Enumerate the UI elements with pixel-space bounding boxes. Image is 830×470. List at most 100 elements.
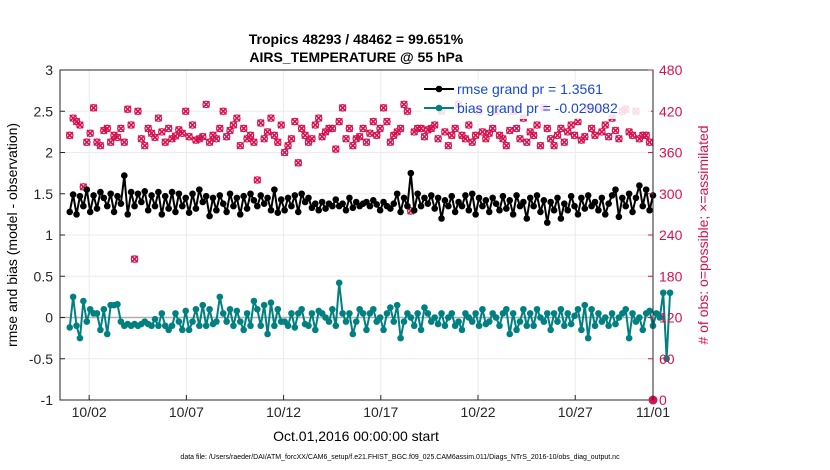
- obs-possible-point: [345, 124, 354, 133]
- obs-assimilated-point: [461, 134, 470, 143]
- rmse-point: [632, 194, 640, 202]
- rmse-point: [615, 213, 623, 221]
- rmse-point: [574, 211, 582, 218]
- obs-assimilated-point: [372, 131, 381, 140]
- right-tick-label: 360: [659, 145, 683, 161]
- obs-possible-point: [615, 134, 623, 143]
- obs-possible-point: [403, 107, 412, 116]
- obs-possible-point: [137, 134, 146, 143]
- obs-assimilated-point: [219, 107, 227, 116]
- obs-possible-point: [536, 141, 545, 150]
- legend-rmse-marker: [435, 85, 443, 93]
- obs-assimilated-point: [444, 141, 453, 150]
- rmse-point: [144, 206, 152, 214]
- bias-point: [206, 305, 213, 313]
- obs-assimilated-point: [297, 124, 306, 133]
- bias-point: [202, 322, 210, 330]
- bias-point: [625, 334, 633, 342]
- obs-possible-point: [628, 131, 637, 140]
- obs-possible-point: [164, 124, 173, 133]
- obs-possible-point: [120, 138, 129, 146]
- bias-point: [472, 310, 479, 317]
- bias-point: [155, 322, 162, 330]
- rmse-point: [499, 192, 507, 200]
- obs-possible-point: [106, 138, 115, 146]
- obs-possible-point: [591, 131, 599, 140]
- rmse-point: [100, 194, 108, 202]
- obs-possible-point: [550, 141, 558, 150]
- bias-point: [400, 318, 408, 325]
- rmse-point: [639, 202, 647, 210]
- bias-point: [308, 310, 316, 317]
- data-file-footer: data file: /Users/raeder/DAI/ATM_forcXX/…: [180, 454, 620, 461]
- rmse-point: [373, 201, 381, 208]
- obs-assimilated-point: [400, 100, 408, 109]
- legend-rmse-label: rmse grand pr = 1.3561: [457, 81, 603, 97]
- rmse-point: [387, 205, 394, 212]
- obs-assimilated-point: [246, 131, 255, 140]
- obs-possible-point: [198, 132, 207, 141]
- bias-point: [226, 305, 234, 313]
- bias-point: [376, 314, 384, 321]
- bias-point: [114, 301, 121, 308]
- x-axis: 10/02 10/07 10/12 10/17 10/22 10/27 11/01: [72, 395, 670, 420]
- bias-point: [424, 310, 432, 317]
- obs-assimilated-point: [574, 117, 582, 126]
- obs-assimilated-point: [359, 124, 367, 133]
- obs-possible-point: [202, 100, 210, 109]
- bias-point: [243, 310, 251, 317]
- bias-point: [233, 307, 241, 315]
- bias-point: [410, 322, 418, 330]
- bias-point: [475, 322, 483, 330]
- obs-assimilated-point: [181, 107, 190, 116]
- rmse-point: [219, 200, 227, 207]
- obs-assimilated-point: [188, 121, 197, 129]
- rmse-point: [329, 202, 336, 210]
- rmse-point: [462, 192, 469, 199]
- x-tick-label: 10/22: [460, 404, 495, 420]
- bias-point: [431, 314, 438, 321]
- obs-possible-point: [246, 131, 255, 140]
- obs-possible-point: [270, 131, 279, 140]
- rmse-point: [547, 198, 554, 206]
- rmse-point: [103, 202, 111, 210]
- obs-possible-point: [308, 134, 316, 143]
- x-tick-label: 10/02: [72, 404, 107, 420]
- bias-point: [305, 322, 312, 330]
- rmse-point: [526, 194, 534, 202]
- obs-assimilated-point: [563, 128, 572, 136]
- obs-possible-point: [557, 124, 565, 133]
- rmse-point: [533, 192, 541, 199]
- obs-possible-point: [127, 121, 135, 129]
- rmse-point: [530, 202, 537, 210]
- rmse-series: [66, 169, 657, 226]
- rmse-point: [127, 188, 135, 196]
- rmse-point: [407, 169, 415, 177]
- obs-assimilated-point: [430, 121, 439, 129]
- rmse-point: [366, 202, 374, 210]
- bias-point: [407, 314, 415, 321]
- obs-possible-point: [212, 134, 221, 143]
- obs-assimilated-point: [291, 117, 299, 126]
- obs-assimilated-point: [512, 124, 521, 133]
- bias-point: [196, 322, 203, 330]
- bias-point: [363, 326, 370, 334]
- rmse-point: [550, 206, 558, 214]
- obs-possible-point: [233, 114, 241, 122]
- rmse-point: [506, 197, 514, 204]
- bias-point: [97, 326, 104, 334]
- bias-point: [332, 322, 340, 330]
- rmse-point: [438, 215, 445, 222]
- rmse-point: [629, 208, 636, 216]
- rmse-point: [83, 186, 91, 193]
- rmse-point: [161, 192, 169, 200]
- obs-assimilated-point: [198, 132, 207, 141]
- obs-possible-point: [161, 138, 170, 146]
- obs-possible-point: [273, 138, 282, 146]
- obs-possible-point: [376, 124, 384, 133]
- obs-assimilated-point: [195, 134, 204, 143]
- obs-possible-point: [331, 145, 340, 153]
- obs-assimilated-point: [233, 114, 241, 122]
- bias-point: [325, 318, 333, 325]
- bias-point: [591, 322, 599, 330]
